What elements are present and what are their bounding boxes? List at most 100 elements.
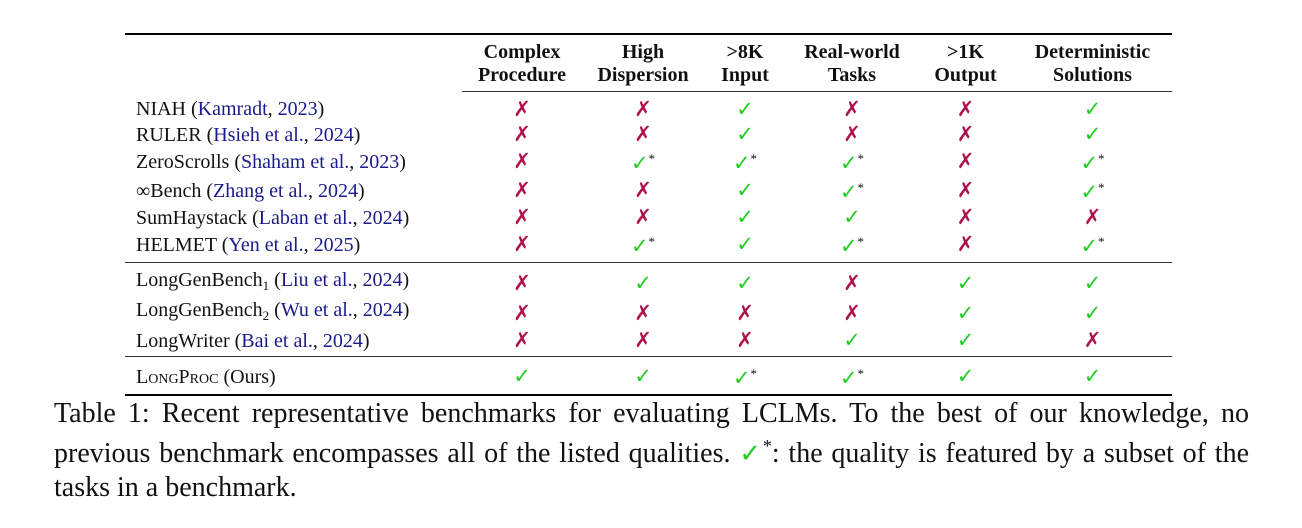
citation-year[interactable]: 2023: [277, 98, 318, 121]
quality-cell: ✓: [462, 356, 582, 395]
benchmark-name: LongProc: [136, 365, 219, 388]
column-header-line1: High: [621, 41, 665, 63]
quality-cell: ✓: [918, 356, 1013, 395]
check-icon: ✓: [843, 328, 861, 352]
quality-cell: ✓: [704, 176, 786, 205]
cross-icon: ✗: [956, 205, 975, 229]
partial-star: *: [857, 151, 865, 166]
partial-star: *: [750, 366, 758, 381]
benchmark-name: SumHaystack: [136, 206, 248, 229]
benchmark-table: Complex Procedure High Dispersion >8K Input Re…: [125, 33, 1172, 396]
table-row: ZeroScrolls (Shaham et al., 2023) ✗ ✓* ✓* ✓*…: [125, 147, 1172, 176]
column-header: >1K Output: [918, 34, 1013, 92]
partial-star: *: [750, 151, 758, 166]
citation-year[interactable]: 2024: [362, 299, 403, 321]
quality-cell: ✗: [1013, 205, 1172, 230]
quality-cell: ✗: [462, 328, 582, 357]
citation-authors[interactable]: Hsieh et al.: [213, 123, 304, 146]
check-icon: ✓: [839, 366, 858, 390]
citation-authors[interactable]: Shaham et al.: [240, 150, 350, 173]
column-header-line2: Dispersion: [597, 64, 689, 86]
citation-authors[interactable]: Yen et al.: [228, 233, 304, 256]
column-header: Real-world Tasks: [786, 34, 918, 92]
cross-icon: ✗: [843, 97, 861, 121]
benchmark-name-cell: HELMET (Yen et al., 2025): [136, 233, 361, 256]
benchmark-name-cell: ZeroScrolls (Shaham et al., 2023): [136, 150, 406, 173]
benchmark-name-cell: LongWriter (Bai et al., 2024): [136, 329, 370, 352]
citation-authors[interactable]: Kamradt: [197, 98, 268, 121]
citation-authors[interactable]: Bai et al.: [241, 329, 313, 352]
benchmark-name: RULER: [136, 123, 202, 146]
quality-cell: ✓*: [704, 147, 786, 176]
check-icon: ✓: [1080, 180, 1099, 204]
check-icon: ✓: [736, 97, 754, 121]
benchmark-name-cell: NIAH (Kamradt, 2023): [136, 98, 325, 121]
quality-cell: ✗: [462, 298, 582, 328]
cross-icon: ✗: [513, 328, 531, 352]
check-icon: ✓: [1083, 270, 1102, 295]
check-icon: ✓: [630, 151, 649, 175]
quality-cell: ✗: [462, 176, 582, 205]
partial-star: *: [857, 366, 865, 381]
cross-icon: ✗: [956, 149, 975, 173]
quality-cell: ✗: [918, 205, 1013, 230]
quality-cell: ✓*: [786, 147, 918, 176]
cross-icon: ✗: [736, 300, 754, 325]
quality-cell: ✓: [786, 328, 918, 357]
citation-year[interactable]: 2025: [313, 233, 354, 256]
cross-icon: ✗: [956, 178, 975, 202]
cross-icon: ✗: [843, 270, 861, 295]
benchmark-group: LongProc (Ours) ✓ ✓ ✓* ✓* ✓ ✓: [125, 356, 1172, 395]
benchmark-name-cell: ∞Bench (Zhang et al., 2024): [136, 179, 365, 202]
check-icon: ✓: [956, 364, 975, 388]
table-caption: Table 1: Recent representative benchmark…: [54, 397, 1249, 504]
quality-cell: ✓: [1013, 356, 1172, 395]
benchmark-suffix: (Ours): [223, 365, 276, 388]
cross-icon: ✗: [513, 122, 531, 146]
citation-authors[interactable]: Wu et al.: [280, 299, 353, 321]
citation-year[interactable]: 2024: [313, 123, 354, 146]
cross-icon: ✗: [956, 97, 975, 121]
citation-year[interactable]: 2024: [318, 179, 358, 202]
check-icon: ✓: [736, 270, 754, 295]
quality-cell: ✓: [582, 262, 704, 298]
column-header: Complex Procedure: [462, 34, 582, 92]
column-header-line2: Tasks: [827, 64, 877, 86]
check-icon: ✓: [956, 270, 975, 295]
benchmark-name: ∞Bench: [136, 179, 202, 202]
column-header-line1: Real-world: [804, 41, 900, 63]
column-header-line2: Solutions: [1053, 64, 1132, 86]
citation-authors[interactable]: Zhang et al.: [213, 179, 308, 202]
partial-star: *: [857, 234, 865, 249]
check-icon: ✓: [843, 205, 861, 229]
column-header: >8K Input: [704, 34, 786, 92]
quality-cell: ✗: [918, 176, 1013, 205]
check-icon: ✓: [1083, 97, 1102, 121]
cross-icon: ✗: [634, 300, 652, 325]
benchmark-name-cell: RULER (Hsieh et al., 2024): [136, 123, 361, 146]
cross-icon: ✗: [513, 300, 531, 325]
cross-icon: ✗: [513, 149, 531, 173]
citation-authors[interactable]: Liu et al.: [280, 269, 353, 291]
citation-authors[interactable]: Laban et al.: [258, 206, 353, 229]
quality-cell: ✓*: [786, 230, 918, 263]
citation-year[interactable]: 2024: [362, 206, 403, 229]
quality-cell: ✗: [1013, 328, 1172, 357]
check-icon: ✓: [736, 122, 754, 146]
table-row: LongGenBench1 (Liu et al., 2024) ✗ ✓ ✓ ✗ ✓ ✓: [125, 262, 1172, 298]
caption-star: *: [762, 436, 772, 456]
quality-cell: ✓: [704, 205, 786, 230]
column-header: Deterministic Solutions: [1013, 34, 1172, 92]
quality-cell: ✗: [462, 92, 582, 123]
check-icon: ✓: [1080, 234, 1099, 258]
citation-year[interactable]: 2024: [322, 329, 363, 352]
citation-year[interactable]: 2023: [359, 150, 400, 173]
cross-icon: ✗: [634, 97, 652, 121]
citation-year[interactable]: 2024: [362, 269, 403, 291]
quality-cell: ✗: [582, 92, 704, 123]
quality-cell: ✗: [786, 92, 918, 123]
quality-cell: ✗: [704, 298, 786, 328]
quality-cell: ✗: [582, 205, 704, 230]
benchmark-name-cell: LongGenBench1 (Liu et al., 2024): [125, 262, 462, 298]
cross-icon: ✗: [843, 300, 861, 325]
